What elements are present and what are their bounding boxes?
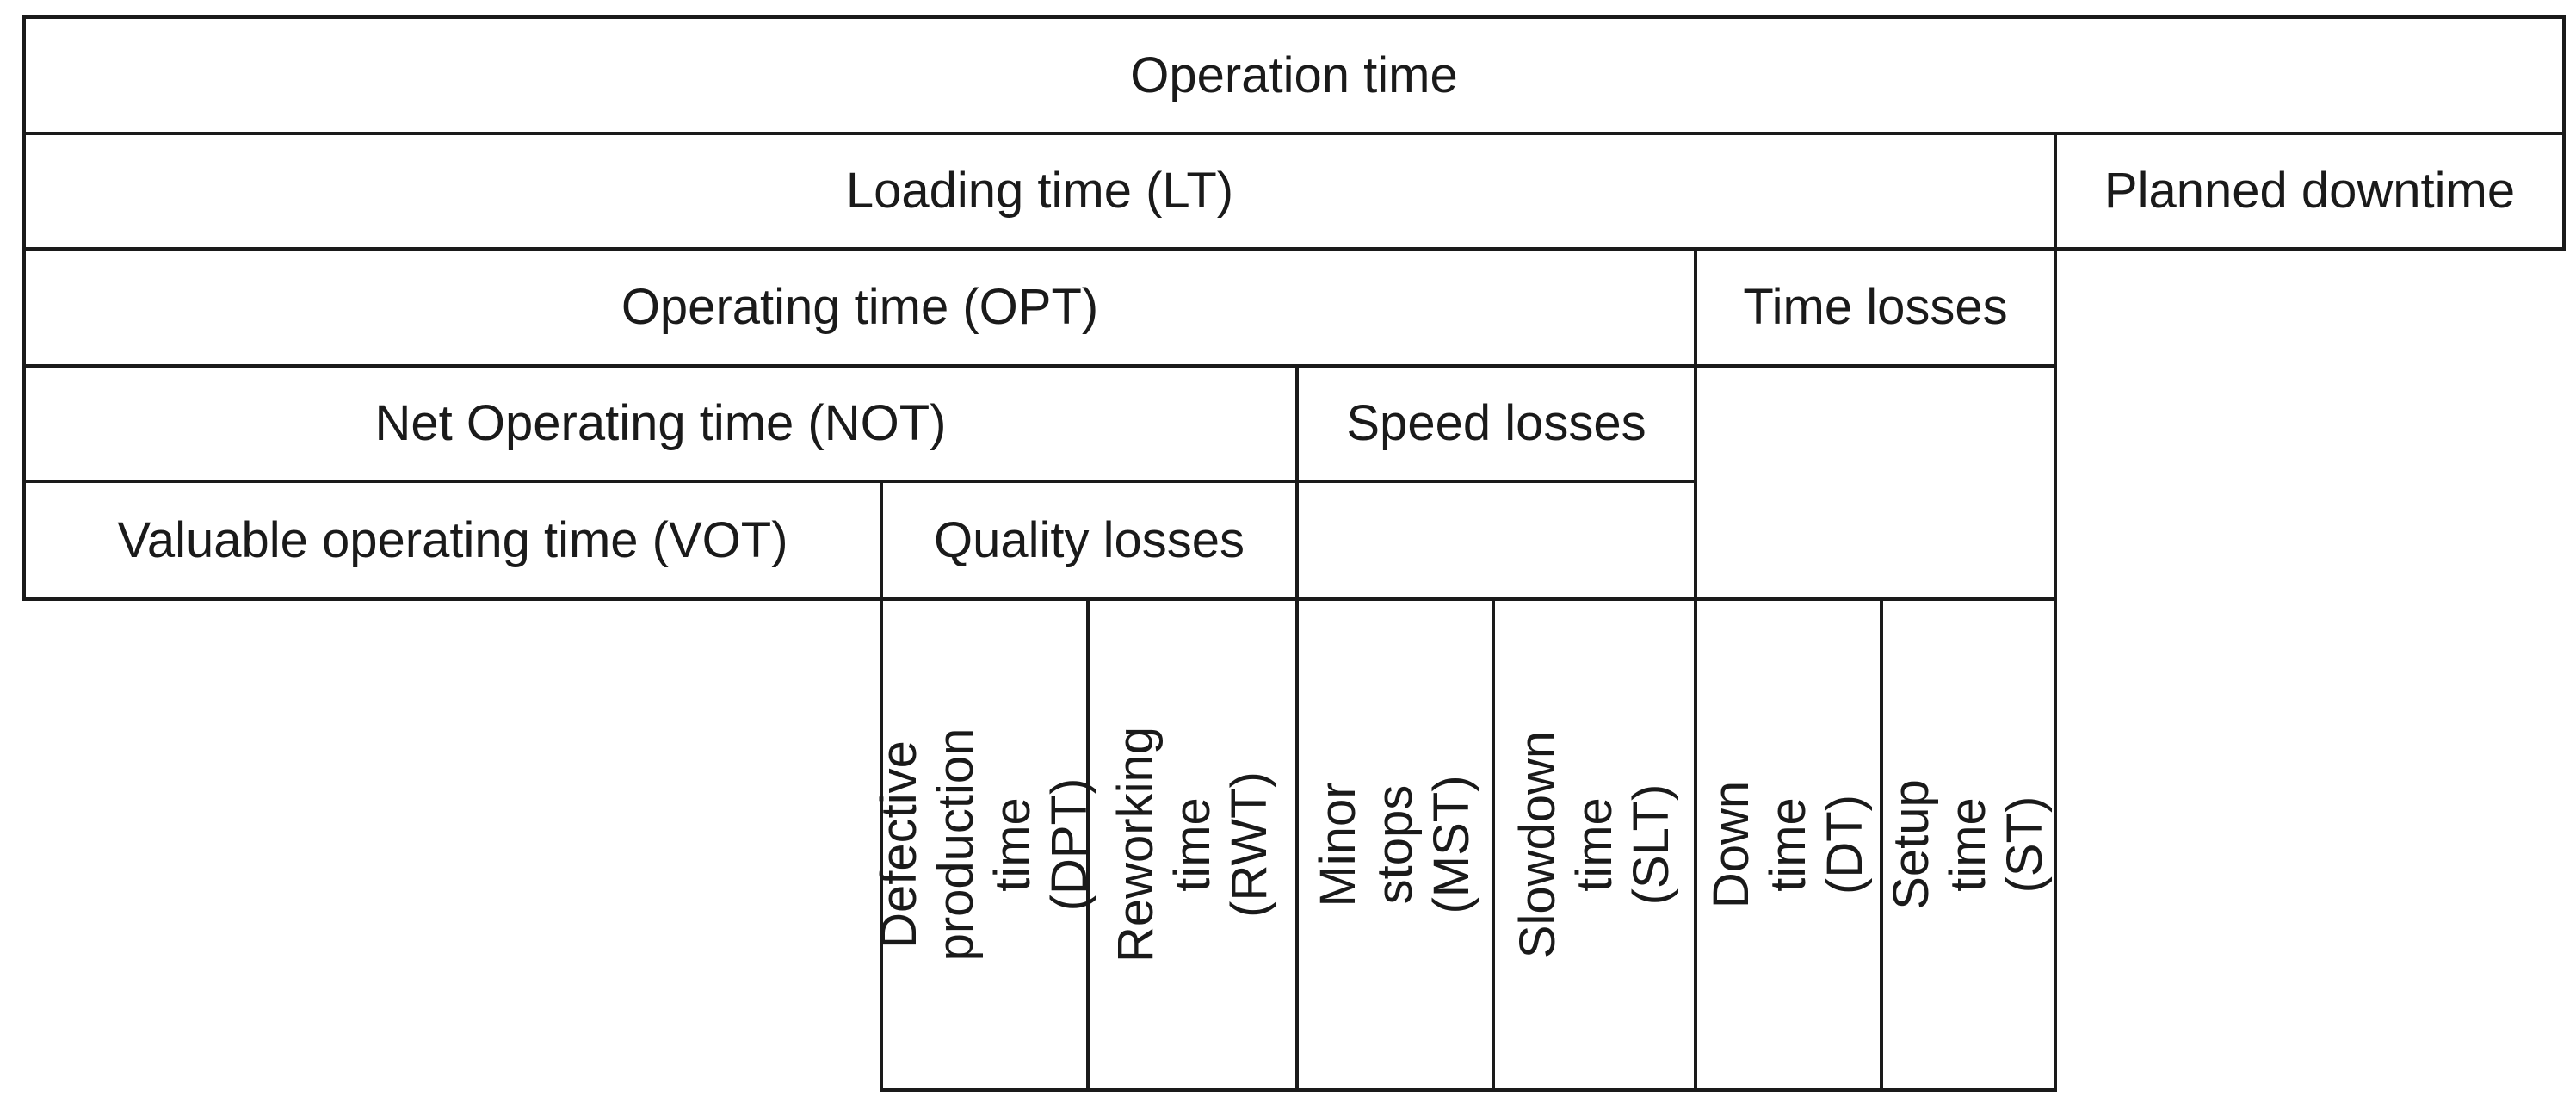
cell-down-time: Down time (DT) — [1697, 601, 1880, 1088]
cell-planned-downtime: Planned downtime — [2103, 163, 2516, 220]
cell-defective-production-time: Defective production time (DPT) — [871, 601, 1097, 1088]
cell-valuable-operating-time: Valuable operating time (VOT) — [117, 511, 788, 568]
grid-line-mst-slt-divider — [1492, 597, 1495, 1092]
grid-line-right-border — [2562, 15, 2566, 251]
cell-operation-time: Operation time — [1130, 46, 1458, 103]
grid-line-row5-bottom — [22, 597, 2057, 601]
cell-net-operating-time: Net Operating time (NOT) — [374, 395, 947, 452]
cell-slowdown-time: Slowdown time (SLT) — [1495, 601, 1694, 1088]
grid-line-left-border — [22, 15, 26, 601]
grid-line-top-border — [22, 15, 2566, 19]
grid-line-not-speed-divider — [1295, 364, 1299, 1092]
grid-line-opt-time-losses-divider — [1694, 247, 1697, 1092]
reworking-time-label: Reworking time (RWT) — [1107, 727, 1277, 963]
grid-line-vot-quality-divider — [880, 480, 883, 1092]
cell-operating-time: Operating time (OPT) — [621, 279, 1099, 336]
cell-time-losses: Time losses — [1743, 279, 2008, 336]
cell-loading-time: Loading time (LT) — [845, 163, 1234, 220]
grid-line-dpt-rwt-divider — [1086, 597, 1090, 1092]
cell-minor-stops: Minor stops (MST) — [1299, 601, 1492, 1088]
setup-time-label: Setup time (ST) — [1882, 779, 2054, 910]
cell-speed-losses: Speed losses — [1346, 395, 1646, 452]
down-time-label: Down time (DT) — [1702, 780, 1874, 909]
cell-reworking-time: Reworking time (RWT) — [1090, 601, 1295, 1088]
grid-line-row1-bottom — [22, 132, 2566, 135]
slowdown-time-label: Slowdown time (SLT) — [1509, 730, 1679, 959]
grid-line-row2-bottom — [22, 247, 2566, 251]
cell-quality-losses: Quality losses — [933, 511, 1245, 568]
grid-line-columns-bottom — [880, 1088, 2057, 1092]
grid-line-lt-planned-divider — [2054, 132, 2057, 1092]
grid-line-dt-st-divider — [1880, 597, 1883, 1092]
grid-line-row4-bottom — [22, 480, 1697, 483]
cell-setup-time: Setup time (ST) — [1883, 601, 2054, 1088]
defective-production-time-label: Defective production time (DPT) — [870, 727, 1098, 962]
minor-stops-label: Minor stops (MST) — [1309, 775, 1480, 914]
grid-line-row3-bottom — [22, 364, 2057, 368]
